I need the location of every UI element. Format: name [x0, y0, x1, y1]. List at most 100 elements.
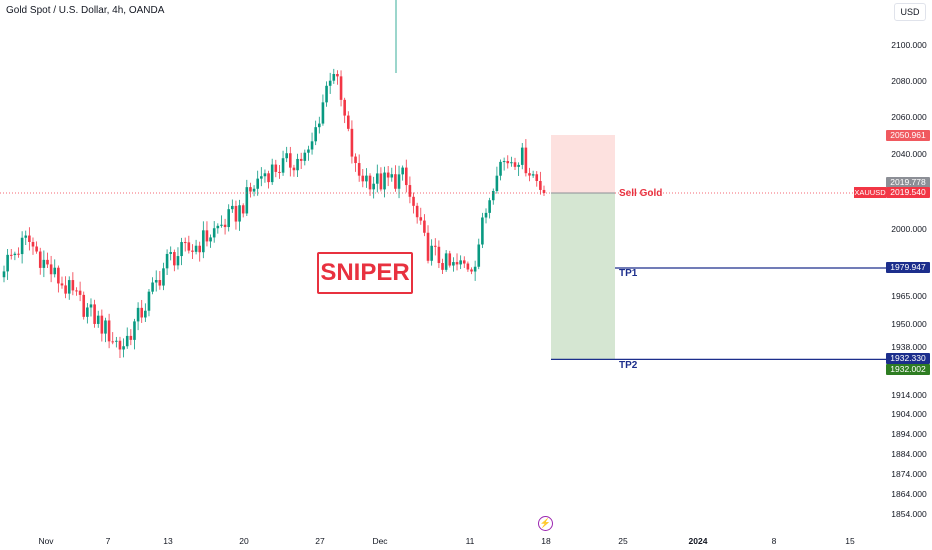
candle-body [122, 346, 125, 350]
candle-body [216, 225, 220, 229]
candle-body [296, 158, 299, 171]
candle-body [477, 244, 481, 267]
candle-body [60, 283, 64, 286]
candle-body [194, 245, 198, 252]
time-tick-label: 20 [239, 536, 249, 546]
candle-body [321, 102, 325, 124]
candle-body [147, 291, 151, 311]
candle-body [379, 173, 383, 190]
candle-body [118, 340, 122, 350]
sell-gold-label[interactable]: Sell Gold [619, 188, 663, 199]
candle-body [31, 241, 35, 247]
candle-body [173, 252, 176, 266]
price-tick-label: 1874.000 [891, 469, 927, 479]
candle-body [136, 307, 140, 322]
time-tick-label: 7 [105, 536, 111, 546]
time-tick-label: Nov [38, 536, 54, 546]
candle-body [241, 205, 245, 214]
candle-body [129, 335, 133, 340]
candle-body [365, 175, 368, 182]
candle-body [67, 280, 71, 294]
candle-body [412, 196, 415, 206]
candle-body [20, 237, 24, 255]
candle-body [154, 280, 158, 283]
candle-body [212, 228, 216, 238]
candle-body [158, 280, 162, 286]
candle-body [198, 245, 202, 253]
candle-body [133, 321, 136, 340]
candle-body [299, 158, 303, 161]
candle-body [415, 205, 419, 218]
candle-body [256, 178, 259, 189]
time-tick-label: 8 [771, 536, 777, 546]
candle-body [96, 315, 100, 324]
price-tick-label: 1864.000 [891, 489, 927, 499]
candle-body [260, 176, 263, 179]
candle-body [430, 245, 433, 261]
candle-body [542, 189, 546, 193]
candle-body [318, 123, 321, 128]
candle-body [484, 212, 488, 218]
candle-body [285, 153, 288, 159]
currency-selector[interactable]: USD [894, 3, 926, 21]
candle-body [339, 76, 343, 100]
time-tick-label: 13 [163, 536, 173, 546]
candle-body [452, 262, 455, 266]
tp2-label[interactable]: TP2 [619, 360, 638, 371]
sniper-label[interactable]: SNIPER [317, 252, 413, 294]
candle-body [357, 163, 361, 176]
candle-body [481, 217, 484, 245]
candle-body [343, 99, 346, 116]
candle-body [539, 180, 542, 190]
time-tick-label: 25 [618, 536, 628, 546]
candle-body [9, 254, 13, 256]
candle-body [53, 267, 57, 275]
price-tick-label: 2100.000 [891, 40, 927, 50]
candle-body [205, 230, 209, 242]
candle-body [491, 191, 495, 201]
candle-body [38, 251, 42, 268]
candle-body [281, 158, 285, 173]
candle-body [162, 268, 165, 286]
candle-body [307, 149, 310, 153]
candle-body [86, 307, 89, 317]
candle-body [292, 167, 296, 171]
candle-body [397, 174, 401, 189]
candle-body [495, 175, 499, 192]
candle-body [433, 245, 437, 247]
candle-body [49, 264, 53, 275]
candle-body [390, 174, 394, 178]
candle-body [64, 285, 67, 294]
candle-body [140, 307, 144, 318]
candle-body [267, 173, 270, 183]
candle-body [383, 172, 386, 190]
candle-body [180, 242, 183, 257]
candle-body [401, 167, 404, 175]
candle-body [404, 167, 408, 186]
candle-body [520, 147, 524, 165]
candle-body [227, 209, 230, 228]
candle-body [191, 250, 194, 252]
candle-body [82, 294, 86, 317]
price-tick-label: 1904.000 [891, 409, 927, 419]
tp2-price-tag: 1932.330 [886, 353, 930, 364]
candle-body [466, 263, 470, 270]
candle-body [278, 171, 281, 173]
candle-body [437, 246, 441, 264]
tp1-label[interactable]: TP1 [619, 268, 638, 279]
price-tick-label: 1938.000 [891, 342, 927, 352]
candle-body [75, 290, 78, 292]
candle-body [419, 217, 423, 221]
candle-body [245, 187, 249, 214]
candle-body [78, 290, 82, 295]
candle-body [408, 185, 412, 197]
candle-body [473, 266, 477, 272]
candle-body [202, 230, 205, 253]
candle-body [375, 173, 379, 184]
candle-body [252, 188, 256, 192]
lightning-icon[interactable]: ⚡ [538, 516, 553, 531]
candle-body [459, 260, 462, 265]
price-tick-label: 2040.000 [891, 149, 927, 159]
candle-body [531, 174, 535, 176]
